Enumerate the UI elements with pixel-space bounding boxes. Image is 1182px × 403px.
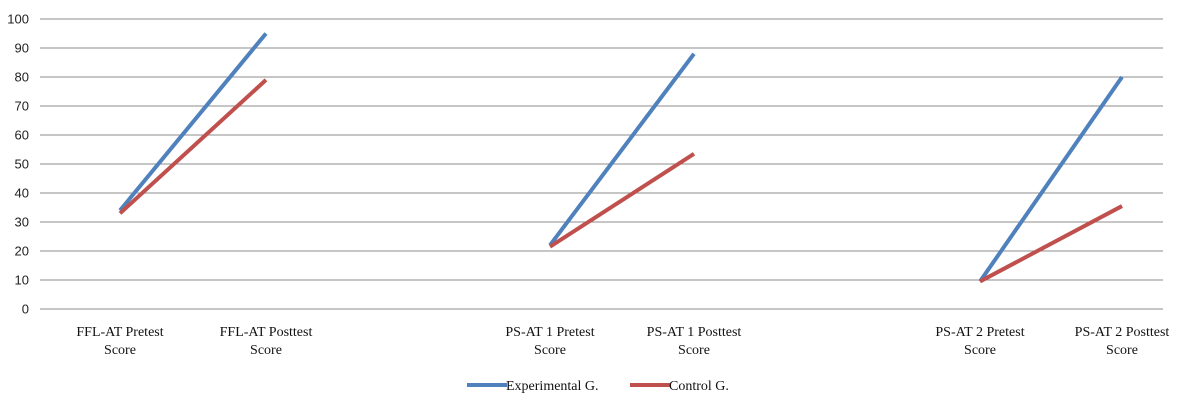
legend-item: Experimental G. — [467, 379, 599, 394]
series-lines — [118, 32, 1124, 284]
x-tick-label: FFL-AT Posttest Score — [220, 325, 313, 358]
series-line-segment — [548, 152, 696, 249]
gridlines — [40, 18, 1163, 310]
series-line-segment — [118, 78, 268, 215]
x-tick-label: PS-AT 2 Pretest Score — [935, 325, 1024, 358]
x-axis-ticks: FFL-AT Pretest Score FFL-AT Posttest Score P… — [76, 325, 1169, 358]
series-1 — [118, 78, 1123, 284]
y-axis-ticks: 0 10 20 30 40 50 60 70 80 90 100 — [7, 12, 29, 317]
x-tick-label: PS-AT 1 Posttest Score — [647, 325, 742, 358]
y-tick-label: 70 — [15, 99, 29, 114]
series-line-segment — [979, 204, 1123, 284]
legend-label: Control G. — [669, 379, 729, 394]
series-0 — [118, 32, 1124, 283]
x-tick-label: FFL-AT Pretest Score — [76, 325, 163, 358]
series-line-segment — [118, 32, 268, 212]
legend: Experimental G. Control G. — [467, 379, 729, 394]
legend-label: Experimental G. — [506, 379, 599, 394]
y-tick-label: 20 — [15, 244, 29, 259]
y-tick-label: 10 — [15, 273, 29, 288]
y-tick-label: 0 — [22, 302, 29, 317]
x-tick-label: PS-AT 2 Posttest Score — [1075, 325, 1170, 358]
y-tick-label: 50 — [15, 157, 29, 172]
legend-item: Control G. — [630, 379, 729, 394]
y-tick-label: 40 — [15, 186, 29, 201]
y-tick-label: 60 — [15, 128, 29, 143]
y-tick-label: 100 — [7, 12, 29, 27]
y-tick-label: 80 — [15, 70, 29, 85]
y-tick-label: 30 — [15, 215, 29, 230]
series-line-segment — [548, 52, 696, 247]
series-line-segment — [978, 75, 1124, 283]
y-tick-label: 90 — [15, 41, 29, 56]
x-tick-label: PS-AT 1 Pretest Score — [505, 325, 594, 358]
